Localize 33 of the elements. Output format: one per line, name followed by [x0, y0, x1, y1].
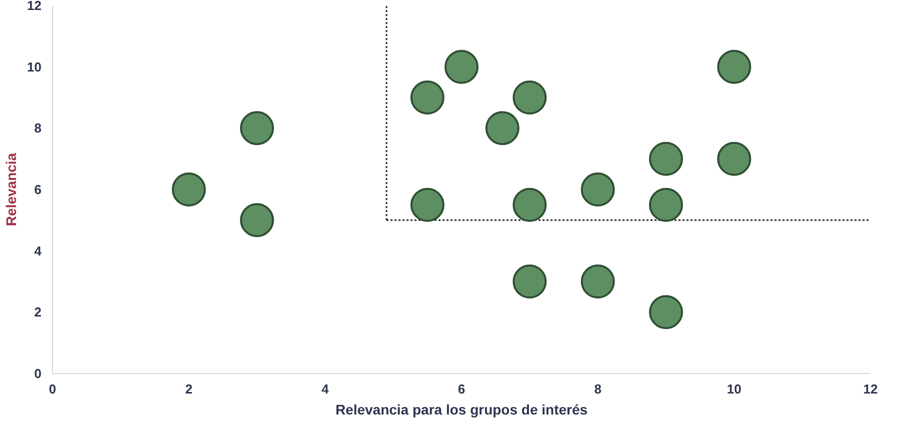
- point: [485, 111, 520, 146]
- point: [580, 264, 615, 298]
- y-tick-label: 10: [27, 59, 42, 74]
- point: [512, 188, 547, 222]
- point: [717, 142, 752, 176]
- point: [649, 188, 683, 222]
- y-axis-title: Relevancia: [3, 152, 20, 226]
- x-axis-title: Relevancia para los grupos de interés: [335, 402, 588, 418]
- y-tick-label: 12: [27, 0, 42, 13]
- x-tick-label: 6: [458, 382, 466, 396]
- x-tick-label: 4: [322, 382, 330, 396]
- point: [172, 172, 206, 206]
- point: [410, 80, 444, 114]
- y-tick-label: 8: [34, 120, 42, 136]
- y-tick-label: 0: [34, 366, 42, 381]
- point: [580, 172, 615, 206]
- x-tick-label: 12: [863, 382, 878, 396]
- y-tick-label: 4: [34, 243, 42, 258]
- point: [240, 111, 274, 146]
- point: [717, 50, 752, 84]
- point: [512, 264, 547, 298]
- y-tick-label: 6: [34, 182, 42, 197]
- point: [444, 50, 478, 84]
- y-tick-label: 2: [34, 304, 42, 320]
- point: [649, 142, 683, 176]
- x-tick-label: 8: [594, 382, 602, 396]
- point: [410, 188, 444, 222]
- x-tick-label: 10: [726, 382, 742, 396]
- point: [512, 80, 547, 114]
- point: [649, 295, 683, 330]
- point: [240, 203, 274, 238]
- x-tick-label: 2: [185, 382, 192, 396]
- x-tick-label: 0: [48, 382, 56, 396]
